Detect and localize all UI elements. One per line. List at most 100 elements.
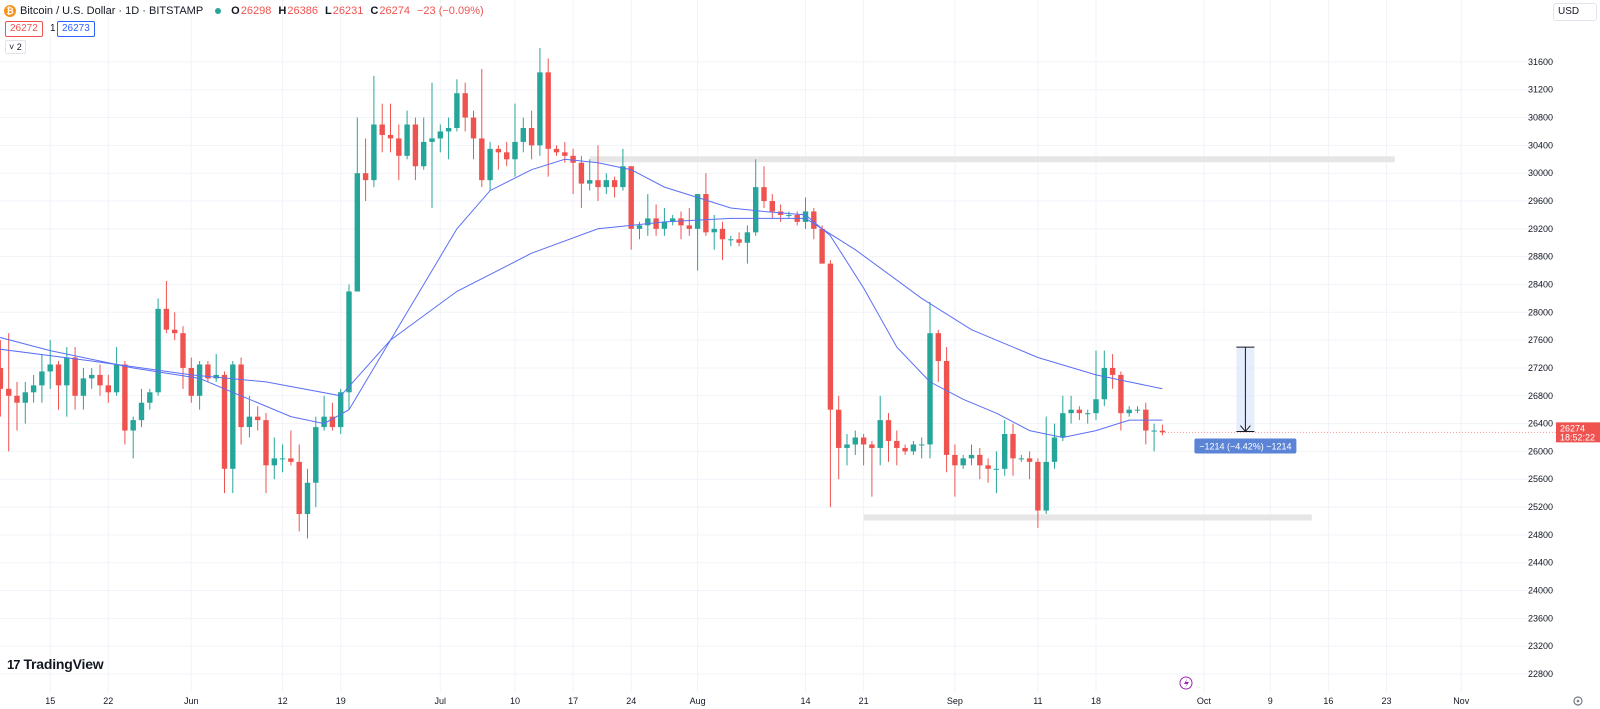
candle-body (919, 444, 925, 446)
tradingview-logo[interactable]: 17 TradingView (7, 656, 104, 672)
candle-body (711, 228, 717, 233)
y-tick-label: 25600 (1528, 474, 1553, 484)
candle-body (279, 458, 286, 460)
candle-body (611, 180, 618, 188)
candle-body (255, 416, 261, 421)
candle-body (230, 364, 236, 469)
candle-body (263, 420, 269, 466)
candle-body (39, 371, 45, 386)
candle-body (1101, 367, 1107, 400)
candle-body (744, 232, 751, 243)
moving-average-slow-line (0, 217, 1163, 397)
candle-body (14, 395, 20, 403)
candle-body (362, 173, 369, 181)
candle-body (1093, 399, 1099, 414)
currency-selector[interactable]: USD (1553, 3, 1597, 21)
candle-body (528, 127, 535, 146)
lightning-icon-bolt (1184, 679, 1189, 688)
candle-body (844, 444, 850, 448)
candle-body (221, 374, 228, 469)
candle-body (445, 127, 452, 132)
candle-body (97, 374, 103, 386)
x-tick-label: Oct (1197, 696, 1212, 706)
candle-body (495, 148, 502, 153)
candle-body (811, 211, 817, 229)
candle-body (728, 239, 734, 241)
y-tick-label: 24400 (1528, 558, 1553, 568)
time-axis-background[interactable] (0, 692, 1600, 709)
x-tick-label: 15 (45, 696, 55, 706)
candle-body (860, 437, 867, 445)
measure-label-box (1194, 438, 1297, 454)
y-tick-label: 26000 (1528, 446, 1553, 456)
candle-body (852, 437, 858, 445)
tradingview-logo-text: TradingView (23, 656, 104, 672)
y-tick-label: 26400 (1528, 419, 1553, 429)
x-tick-label: 24 (626, 696, 636, 706)
ohlc-values: O26298 H26386 L26231 C26274 −23 (−0.09%) (231, 5, 487, 17)
ohlc-close: C26274 (370, 5, 410, 17)
candle-body (993, 468, 1000, 470)
candle-body (89, 374, 95, 379)
y-tick-label: 27600 (1528, 335, 1553, 345)
candle-body (927, 333, 933, 445)
sell-price-button[interactable]: 26272 (5, 21, 43, 37)
candle-body (313, 427, 319, 483)
candle-body (968, 454, 975, 459)
candle-body (827, 263, 834, 410)
y-tick-label: 30800 (1528, 113, 1553, 123)
candle-body (1043, 461, 1049, 511)
candle-body (64, 357, 70, 386)
candle-body (603, 180, 609, 188)
candle-body (736, 239, 742, 243)
candle-body (512, 141, 518, 160)
indicators-toggle-button[interactable]: ˅ 2 (5, 40, 26, 54)
candle-body (421, 141, 427, 167)
candle-body (296, 461, 302, 515)
settings-gear-icon[interactable] (1573, 696, 1583, 706)
candle-body (943, 361, 950, 455)
candle-body (105, 385, 111, 393)
price-axis-background[interactable] (1556, 0, 1600, 709)
candle-body (1126, 409, 1132, 414)
last-price-value: 26274 (1560, 423, 1585, 433)
x-tick-label: Jun (184, 696, 199, 706)
x-tick-label: 22 (103, 696, 113, 706)
candle-body (570, 155, 576, 163)
candle-body (686, 225, 692, 229)
candle-body (130, 420, 136, 431)
ohlc-open: O26298 (231, 5, 272, 17)
measure-arrow-head (1240, 425, 1251, 433)
candle-body (952, 454, 958, 466)
lightning-icon[interactable] (1179, 676, 1193, 690)
x-tick-label: 21 (859, 696, 869, 706)
candle-body (703, 194, 709, 233)
candle-body (321, 416, 327, 428)
x-tick-label: 18 (1091, 696, 1101, 706)
candle-body (869, 444, 875, 448)
x-tick-label: 9 (1268, 696, 1273, 706)
candle-body (213, 374, 219, 379)
x-tick-label: 17 (568, 696, 578, 706)
buy-price-button[interactable]: 26273 (57, 21, 95, 37)
candle-body (1010, 434, 1016, 459)
symbol-title[interactable]: Bitcoin / U.S. Dollar · 1D · BITSTAMP (20, 5, 204, 17)
candle-body (769, 201, 775, 212)
candle-body (1151, 430, 1157, 432)
candle-body (504, 152, 510, 160)
candle-body (786, 214, 792, 216)
candle-body (55, 364, 62, 386)
candle-body (836, 409, 842, 448)
ohlc-low: L26231 (325, 5, 364, 17)
y-tick-label: 31600 (1528, 57, 1553, 67)
candle-body (470, 117, 477, 139)
x-tick-label: 11 (1033, 696, 1042, 706)
candle-body (562, 152, 568, 156)
candle-body (454, 93, 460, 128)
candle-body (520, 127, 526, 142)
candle-body (719, 228, 726, 240)
y-tick-label: 24000 (1528, 586, 1553, 596)
candle-body (678, 218, 684, 226)
candle-body (595, 180, 601, 188)
